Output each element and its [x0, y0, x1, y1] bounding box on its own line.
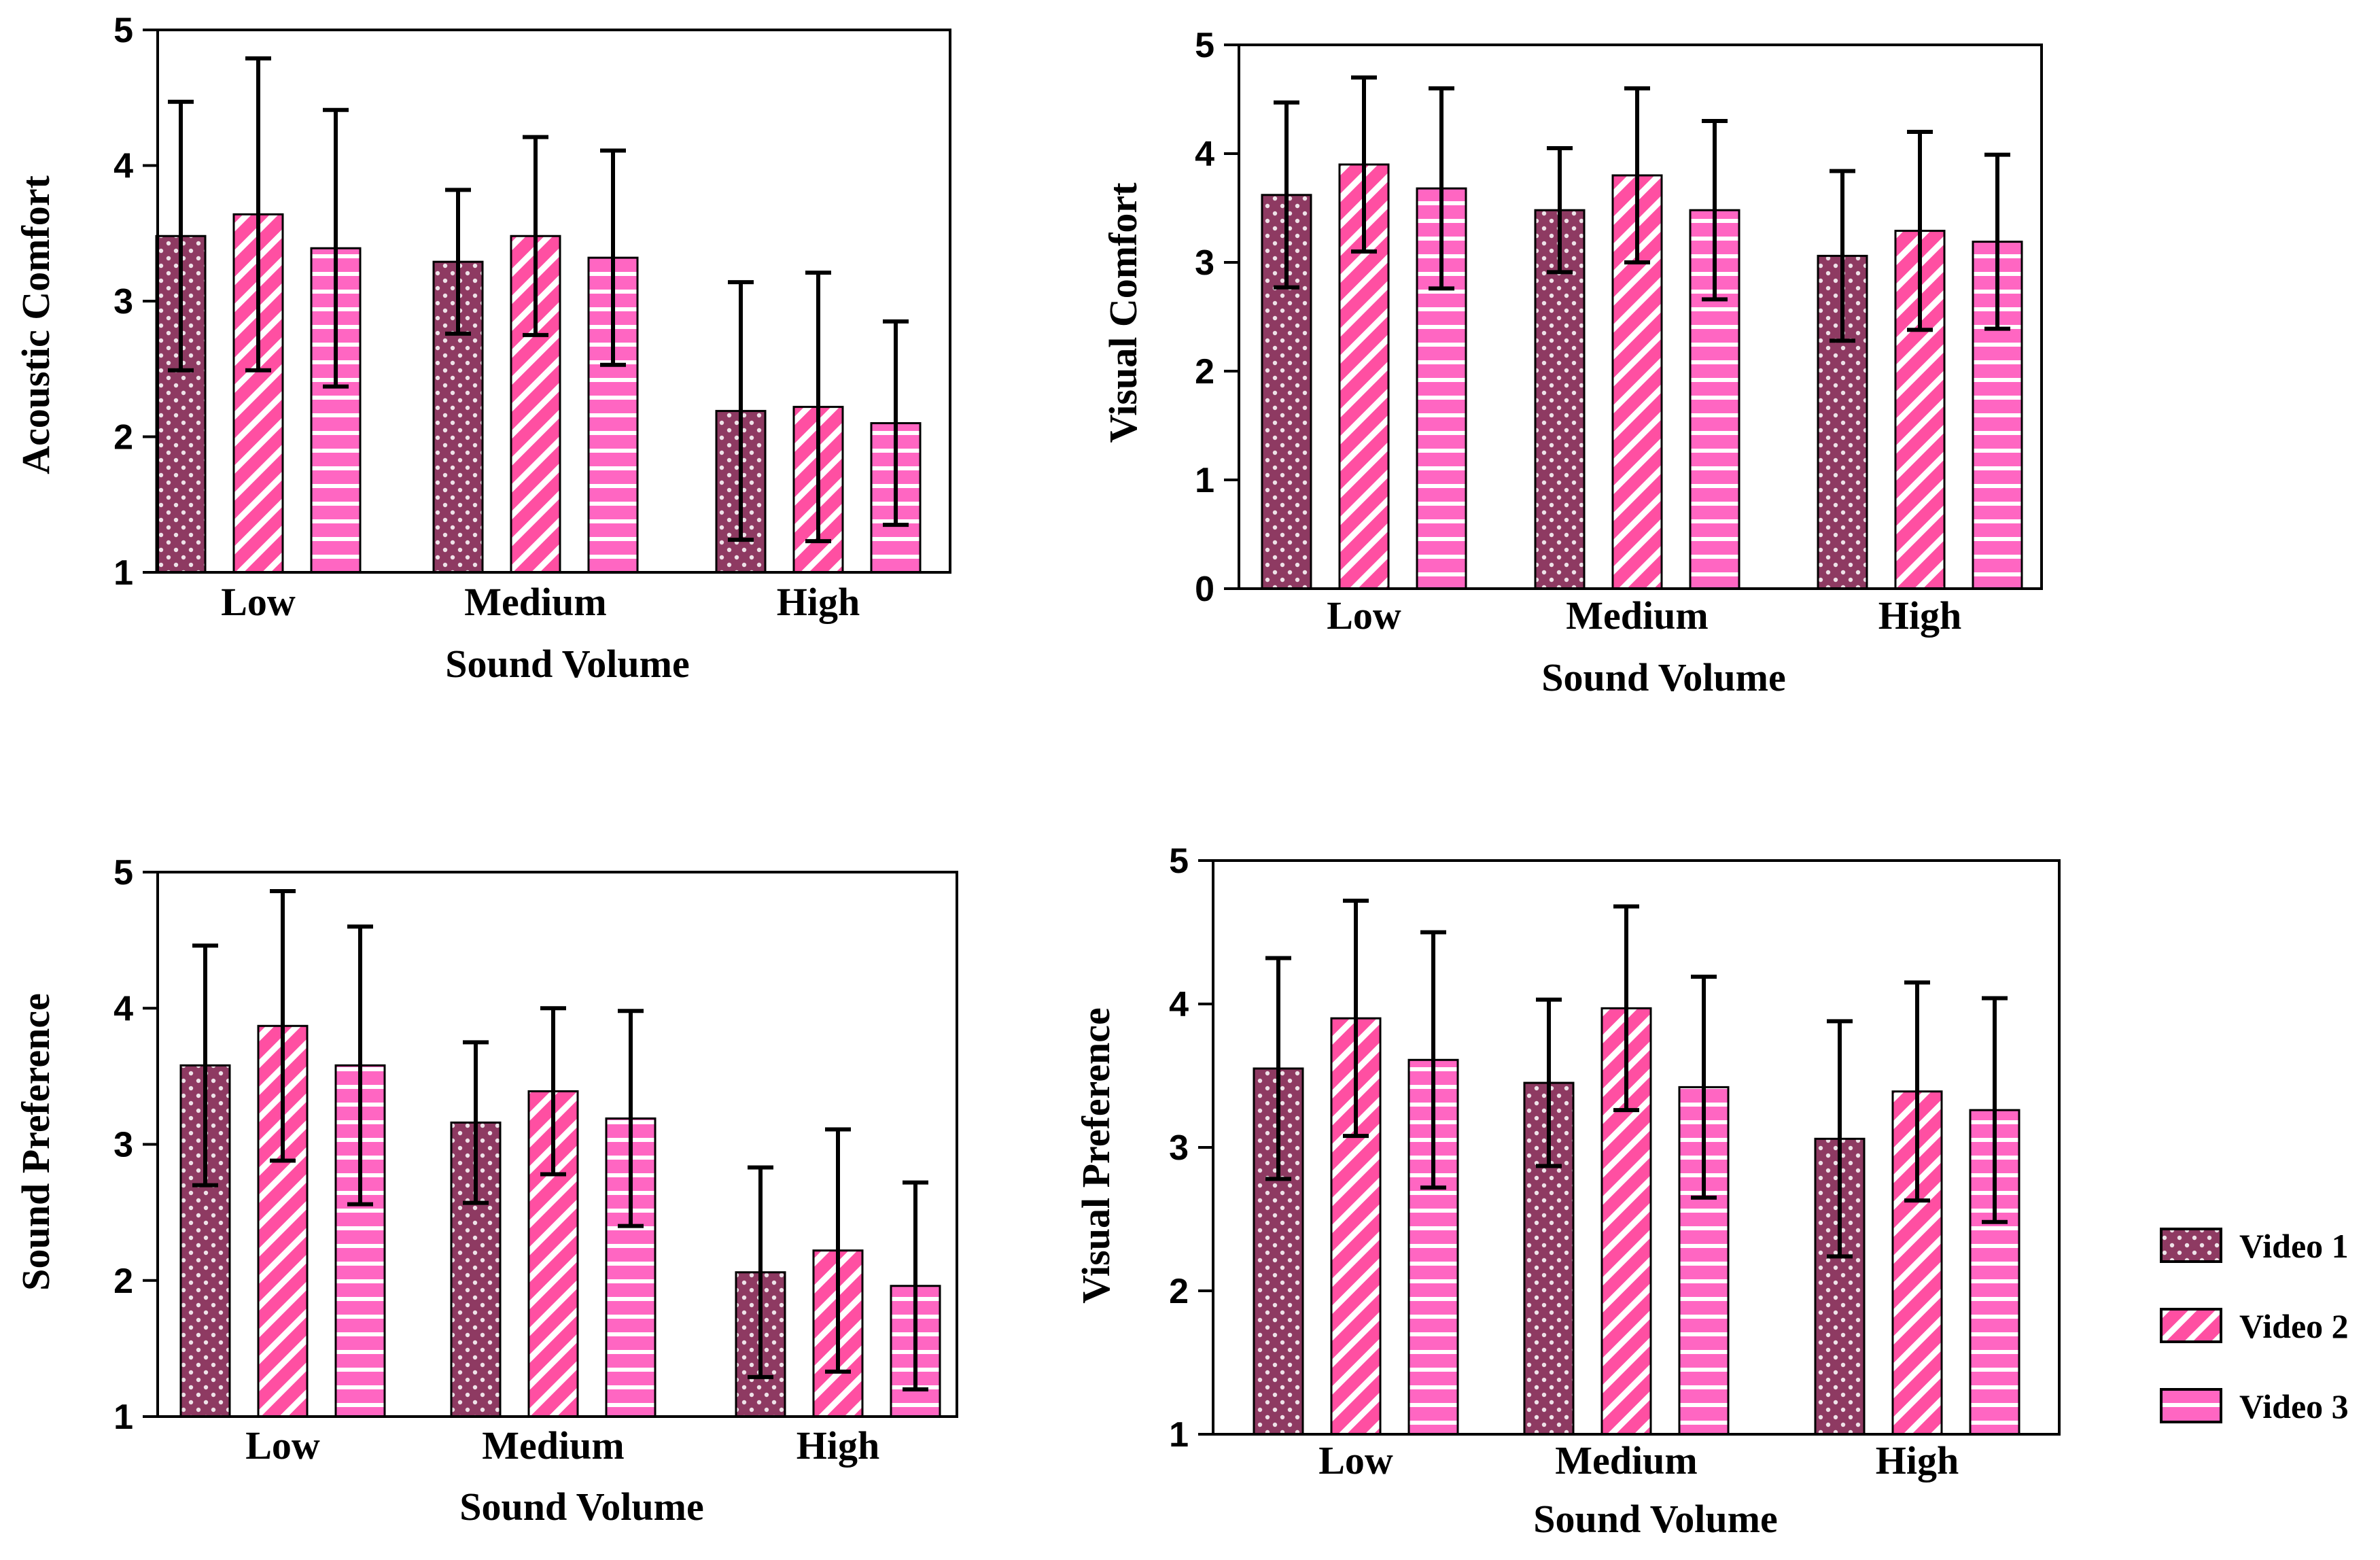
legend-label-video-1: Video 1 — [2239, 1227, 2349, 1265]
x-category-label: Medium — [482, 1423, 624, 1468]
bar-video-3-low — [1407, 1058, 1459, 1436]
x-axis-title: Sound Volume — [1541, 655, 1785, 699]
x-category-label: Low — [1318, 1438, 1393, 1483]
x-category-label: High — [1876, 1438, 1959, 1483]
error-bar — [1624, 86, 1650, 264]
error-bar — [1274, 100, 1299, 290]
legend-label-video-2: Video 2 — [2239, 1307, 2349, 1345]
error-bar — [1343, 899, 1369, 1139]
x-category-label: Low — [1327, 593, 1401, 638]
legend-swatch-video-3 — [2160, 1388, 2222, 1423]
legend: Video 1 Video 2 Video 3 — [2160, 1227, 2349, 1425]
x-axis-title: Sound Volume — [1533, 1497, 1777, 1541]
x-category-label: Medium — [464, 580, 606, 624]
y-tick-label: 3 — [1195, 243, 1214, 283]
y-tick-label: 5 — [1195, 26, 1214, 65]
x-category-label: Medium — [1555, 1438, 1697, 1483]
y-tick-label: 1 — [113, 553, 133, 593]
y-tick-label: 4 — [1195, 135, 1214, 174]
error-bar — [192, 943, 218, 1188]
y-tick-label: 1 — [113, 1398, 133, 1437]
visual-preference-chart: Visual Preference Sound Volume 1 2 3 4 5 Low M… — [1074, 842, 2061, 1541]
error-bar — [540, 1006, 566, 1177]
error-bar — [1691, 974, 1717, 1200]
error-bar — [748, 1165, 773, 1379]
error-bar — [1907, 130, 1933, 332]
error-bar — [1702, 119, 1728, 302]
y-tick-label: 0 — [1195, 570, 1214, 609]
x-category-label: High — [777, 580, 860, 624]
x-axis-title: Sound Volume — [445, 642, 689, 686]
x-category-label: Low — [245, 1423, 320, 1468]
error-bar — [600, 148, 626, 367]
error-bar — [168, 99, 194, 372]
x-category-label: High — [797, 1423, 880, 1468]
error-bar — [825, 1127, 851, 1374]
error-bar — [903, 1180, 928, 1391]
error-bar — [1429, 86, 1454, 291]
legend-swatch-video-2 — [2160, 1308, 2222, 1343]
y-tick-label: 1 — [1169, 1415, 1189, 1455]
y-tick-label: 2 — [113, 1262, 133, 1301]
error-bar — [1420, 930, 1446, 1190]
y-tick-label: 1 — [1195, 461, 1214, 500]
error-bar — [270, 889, 296, 1163]
y-axis-title: Sound Preference — [14, 993, 58, 1291]
sound-preference-chart: Sound Preference Sound Volume 1 2 3 4 5 Low Me… — [14, 853, 958, 1529]
error-bar — [523, 135, 548, 337]
legend-label-video-3: Video 3 — [2239, 1387, 2349, 1425]
visual-comfort-chart: Visual Comfort Sound Volume 0 1 2 3 4 5 Low Med… — [1101, 26, 2043, 699]
y-axis-title: Visual Preference — [1074, 1007, 1118, 1303]
y-axis-title: Visual Comfort — [1101, 182, 1145, 443]
error-bar — [1904, 980, 1930, 1203]
plot-frame — [1238, 44, 2043, 590]
error-bar — [728, 280, 754, 542]
y-tick-label: 4 — [113, 989, 133, 1028]
y-tick-label: 3 — [113, 282, 133, 322]
y-tick-label: 4 — [113, 147, 133, 186]
y-tick-label: 2 — [1169, 1272, 1189, 1311]
error-bar — [805, 271, 831, 544]
error-bar — [245, 56, 271, 372]
y-tick-label: 4 — [1169, 985, 1189, 1024]
y-tick-label: 3 — [113, 1126, 133, 1165]
legend-swatch-video-1 — [2160, 1228, 2222, 1263]
error-bar — [618, 1009, 644, 1228]
acoustic-comfort-chart: Acoustic Comfort Sound Volume 1 2 3 4 5 Low Me… — [14, 11, 951, 686]
error-bar — [1351, 75, 1377, 254]
error-bar — [1265, 956, 1291, 1181]
error-bar — [1613, 904, 1639, 1113]
error-bar — [463, 1040, 489, 1205]
error-bar — [347, 924, 373, 1207]
error-bar — [883, 319, 909, 527]
error-bar — [1830, 169, 1855, 343]
y-tick-label: 3 — [1169, 1128, 1189, 1168]
x-category-label: High — [1878, 593, 1962, 638]
error-bar — [1827, 1019, 1853, 1259]
x-axis-title: Sound Volume — [459, 1485, 703, 1529]
error-bar — [1982, 996, 2008, 1224]
x-category-label: Medium — [1566, 593, 1708, 638]
error-bar — [323, 107, 349, 389]
y-tick-label: 5 — [113, 11, 133, 50]
y-tick-label: 5 — [113, 853, 133, 892]
error-bar — [1984, 152, 2010, 331]
y-axis-title: Acoustic Comfort — [14, 175, 58, 474]
error-bar — [445, 188, 471, 336]
y-tick-label: 5 — [1169, 842, 1189, 881]
error-bar — [1536, 997, 1562, 1168]
x-category-label: Low — [221, 580, 296, 624]
error-bar — [1547, 146, 1573, 275]
y-tick-label: 2 — [1195, 352, 1214, 392]
y-tick-label: 2 — [113, 418, 133, 457]
